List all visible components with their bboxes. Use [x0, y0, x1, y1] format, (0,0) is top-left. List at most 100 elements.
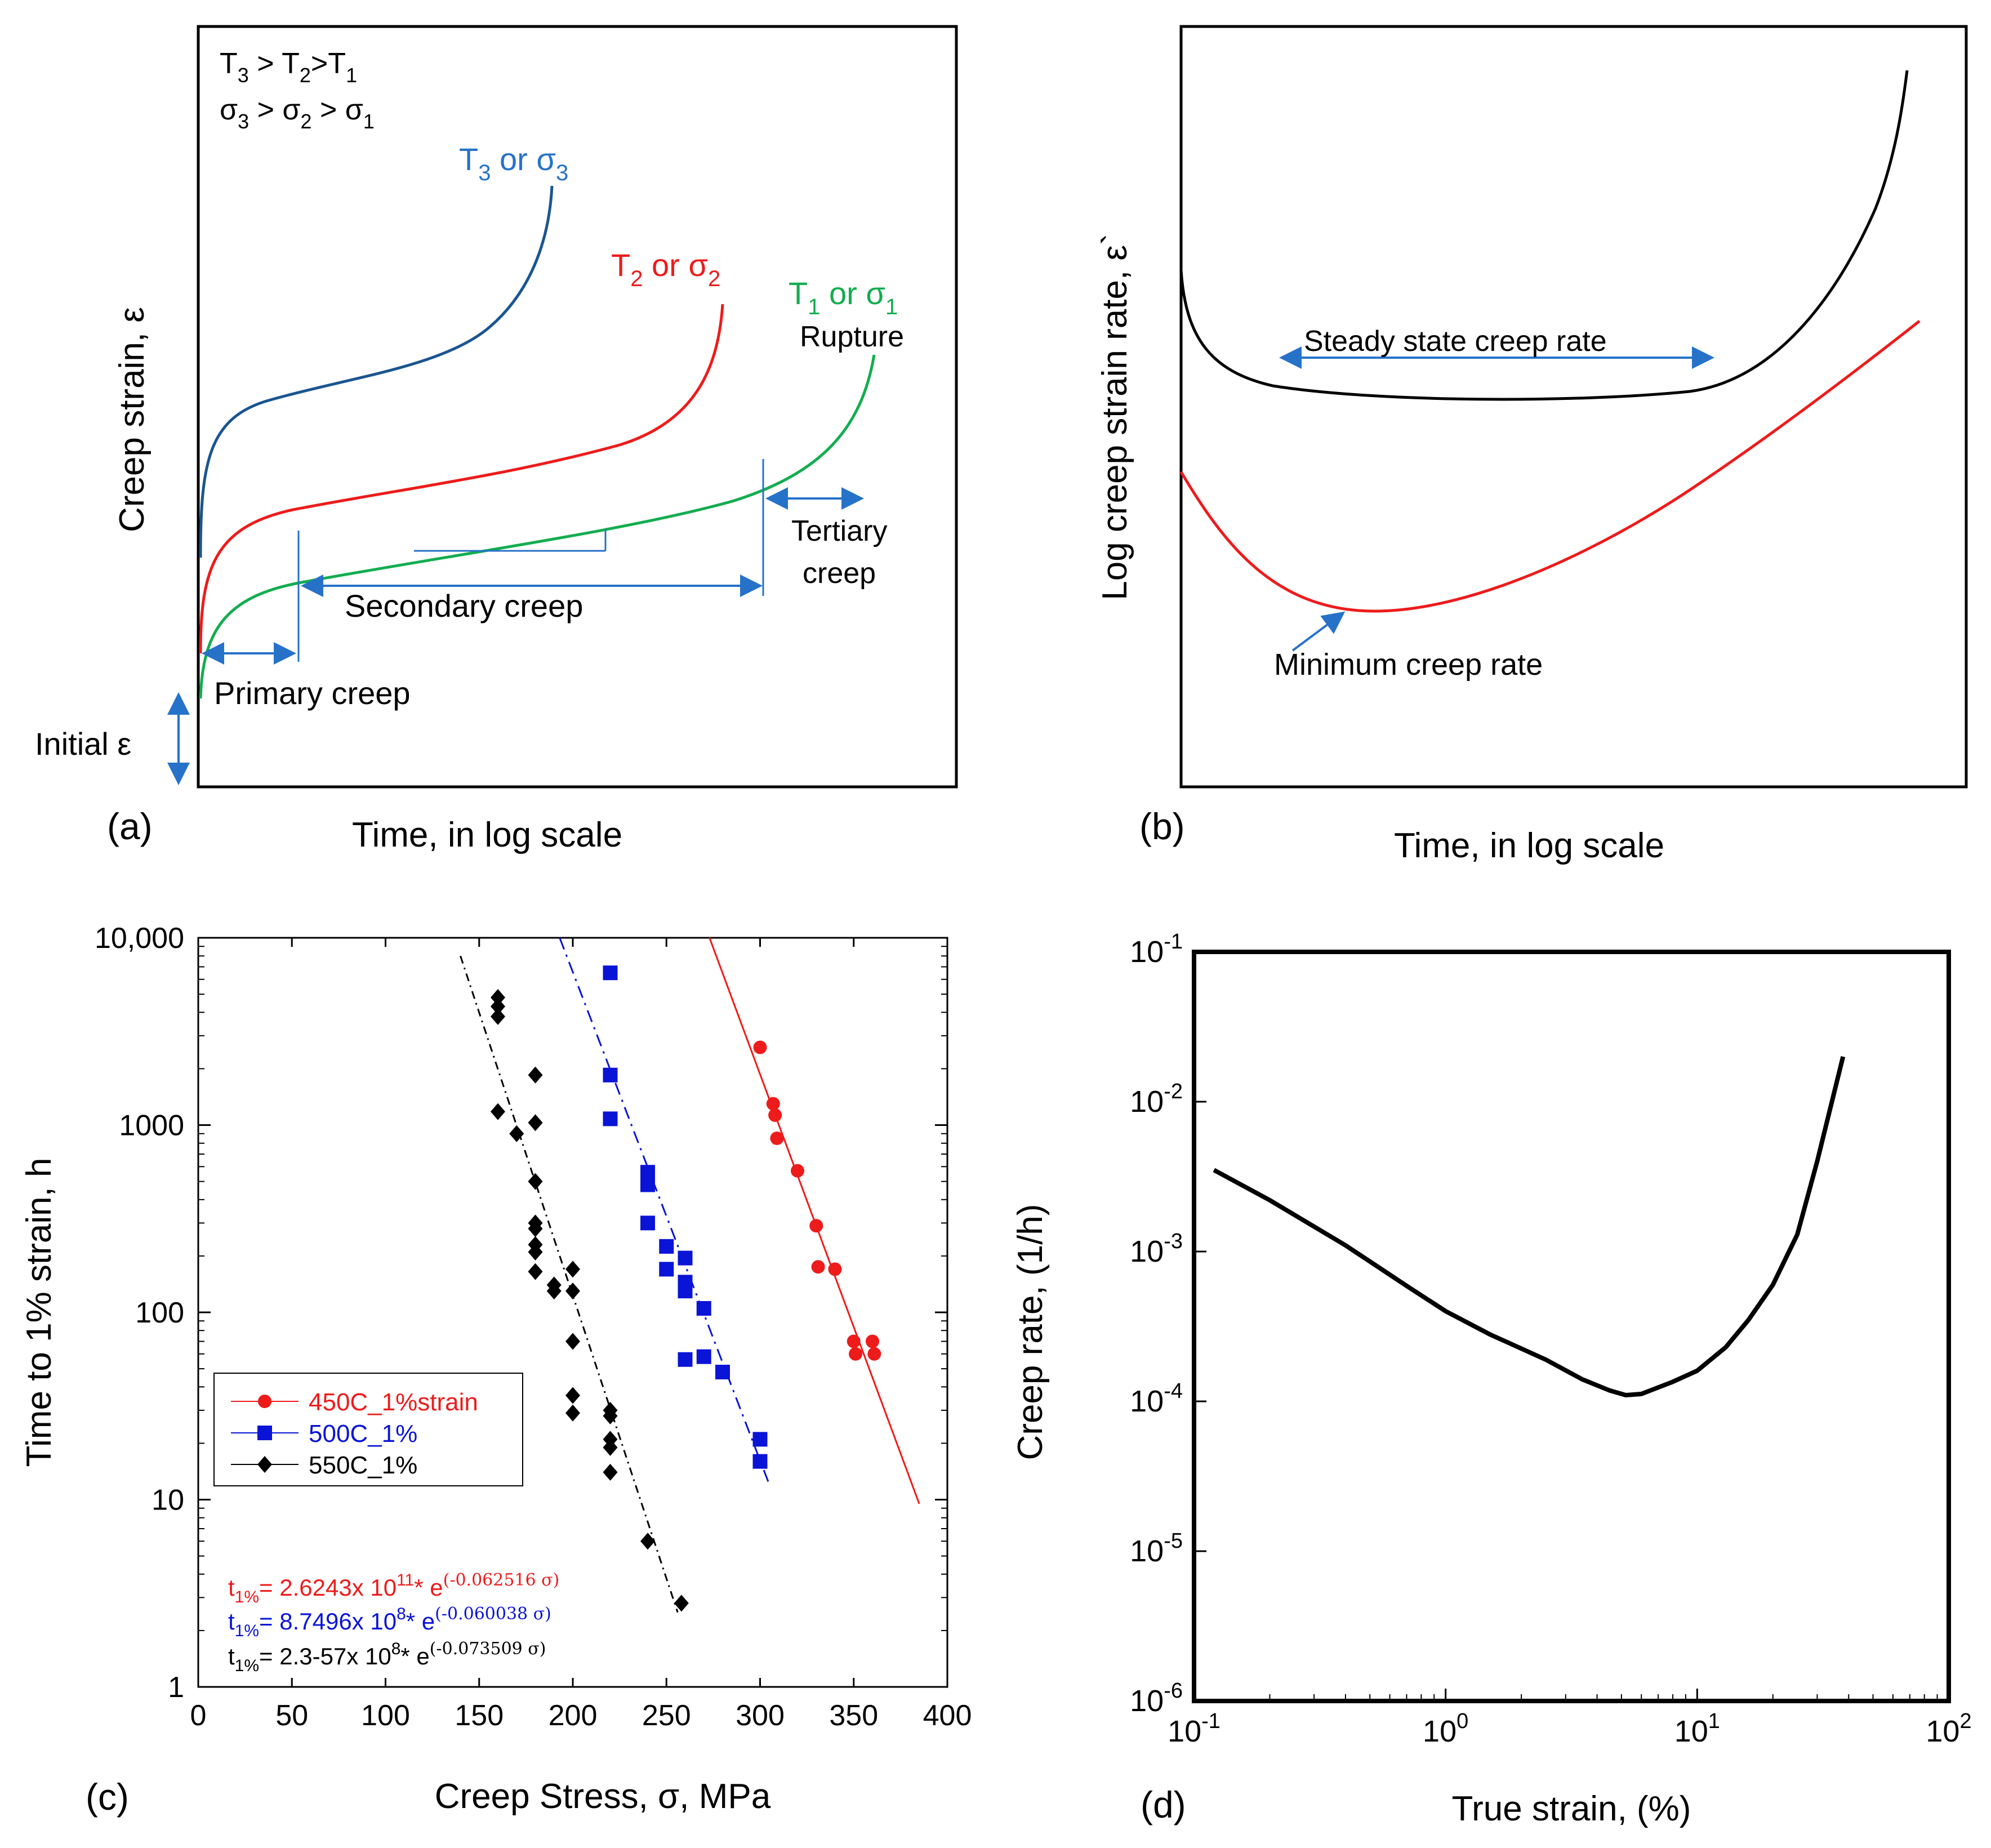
data-point-550C_1%	[528, 1173, 543, 1190]
data-point-550C_1%	[565, 1387, 580, 1404]
tick-exp: -5	[1164, 1529, 1183, 1553]
data-point-500C_1%	[640, 1215, 655, 1231]
tick-base: 10	[1130, 1384, 1164, 1418]
tick-exp: -3	[1164, 1230, 1183, 1253]
minimum-label: Minimum creep rate	[1274, 648, 1543, 682]
data-point-500C_1%	[678, 1284, 693, 1299]
tick-base: 10	[1423, 1715, 1456, 1748]
data-point-500C_1%	[678, 1250, 693, 1266]
primary-label: Primary creep	[214, 675, 411, 711]
panel-d-frame	[1192, 950, 1951, 1703]
tick-exp: -6	[1164, 1679, 1183, 1703]
panel-d-label: (d)	[1141, 1784, 1186, 1825]
panel-c-xtick-label: 350	[829, 1699, 878, 1732]
strain-rate-curve	[1179, 70, 1909, 401]
panel-c-ytick-label: 1000	[119, 1110, 184, 1142]
data-point-550C_1%	[491, 988, 505, 1006]
data-point-450C_1%strain	[847, 1334, 861, 1348]
data-point-550C_1%	[565, 1283, 580, 1300]
panel-c-ticks: 0 50 100 150 200 250 300 350 400 1 10 100 1000 10,000	[95, 922, 972, 1732]
panel-c-xtick-label: 50	[275, 1699, 308, 1732]
curve-t1	[199, 354, 876, 699]
panel-c-xtick-label: 150	[455, 1699, 504, 1732]
data-point-450C_1%strain	[866, 1334, 879, 1348]
tick-base: 10	[1130, 1684, 1164, 1718]
data-point-500C_1%	[659, 1239, 674, 1254]
data-point-450C_1%strain	[867, 1347, 881, 1361]
data-point-550C_1%	[491, 998, 505, 1015]
panel-a: T3 > T2>T1 σ3 > σ2 > σ1 T3 or σ3 T2 or σ…	[35, 25, 958, 854]
rupture-label: Rupture	[800, 320, 904, 353]
data-point-500C_1%	[640, 1177, 655, 1192]
data-point-450C_1%strain	[809, 1219, 823, 1233]
legend-marker-550C_1%	[257, 1456, 272, 1473]
panel-c-ytick-label: 100	[135, 1297, 184, 1329]
data-point-500C_1%	[696, 1301, 711, 1316]
panel-c-xlabel: Creep Stress, σ, MPa	[435, 1777, 771, 1816]
tertiary-label-2: creep	[803, 557, 876, 590]
tick-exp: 2	[1959, 1709, 1971, 1733]
panel-c-legend-items: 450C_1%strain 500C_1% 550C_1%	[231, 1388, 478, 1479]
data-point-550C_1%	[603, 1407, 618, 1424]
panel-b-xlabel: Time, in log scale	[1394, 826, 1664, 865]
legend-marker-500C_1%	[257, 1426, 272, 1440]
data-point-450C_1%strain	[768, 1108, 782, 1122]
legend-label-550C_1%: 550C_1%	[309, 1451, 417, 1479]
legend-label-500C_1%: 500C_1%	[309, 1420, 417, 1448]
panel-c-label: (c)	[86, 1776, 129, 1818]
tick-exp: 1	[1708, 1709, 1720, 1733]
initial-label: Initial ε	[35, 726, 131, 762]
tick-base: 10	[1926, 1715, 1959, 1748]
panel-c-xtick-label: 100	[361, 1699, 410, 1732]
data-point-550C_1%	[491, 1008, 505, 1025]
tick-base: 10	[1130, 1235, 1164, 1268]
data-point-550C_1%	[565, 1333, 580, 1350]
data-point-550C_1%	[491, 1103, 505, 1120]
panel-d-xtick-label: 10-1	[1168, 1709, 1221, 1748]
data-point-550C_1%	[640, 1533, 655, 1550]
equation-550c: t1%= 2.3-57x 108* e(-0.073509 σ)	[228, 1639, 546, 1675]
panel-b-label: (b)	[1139, 805, 1185, 847]
curve-t2	[199, 304, 724, 654]
panel-d-ytick-label: 10-6	[1130, 1679, 1183, 1718]
panel-d-ytick-label: 10-1	[1130, 930, 1183, 969]
data-point-500C_1%	[678, 1352, 693, 1367]
panel-d-ytick-label: 10-3	[1130, 1230, 1183, 1268]
tertiary-label-1: Tertiary	[791, 515, 887, 547]
data-point-450C_1%strain	[811, 1260, 825, 1274]
panel-a-condition-t: T3 > T2>T1	[220, 47, 357, 87]
data-point-450C_1%strain	[753, 1040, 767, 1054]
tick-base: 10	[1130, 935, 1164, 969]
data-point-550C_1%	[603, 1463, 618, 1481]
data-point-450C_1%strain	[770, 1131, 784, 1145]
data-point-500C_1%	[752, 1454, 768, 1469]
steady-label: Steady state creep rate	[1304, 325, 1607, 358]
panel-c-xtick-label: 400	[923, 1699, 972, 1732]
data-point-550C_1%	[528, 1066, 543, 1084]
legend-marker-450C_1%strain	[258, 1395, 271, 1408]
tick-exp: -2	[1164, 1080, 1183, 1103]
tick-base: 10	[1674, 1715, 1708, 1748]
legend-label-450C_1%strain: 450C_1%strain	[309, 1388, 478, 1416]
fit-line-500C_1%	[559, 937, 770, 1485]
min-rate-curve	[1179, 320, 1921, 613]
panel-a-xlabel: Time, in log scale	[352, 816, 622, 854]
panel-c-points	[491, 965, 881, 1612]
panel-a-frame	[197, 25, 958, 789]
equation-500c: t1%= 8.7496x 108* e(-0.060038 σ)	[228, 1604, 551, 1640]
data-point-500C_1%	[659, 1262, 674, 1277]
panel-c-xtick-label: 200	[549, 1699, 598, 1732]
panel-b-frame	[1179, 25, 1968, 789]
data-point-450C_1%strain	[849, 1347, 863, 1361]
data-point-500C_1%	[603, 1111, 618, 1126]
panel-a-ylabel: Creep strain, ε	[113, 307, 152, 532]
panel-d-ytick-label: 10-5	[1130, 1529, 1183, 1568]
data-point-500C_1%	[603, 965, 618, 981]
data-point-450C_1%strain	[828, 1262, 842, 1276]
data-point-550C_1%	[528, 1263, 543, 1280]
panel-c: 0 50 100 150 200 250 300 350 400 1 10 100 1000 10,000…	[20, 922, 972, 1818]
panel-a-label: (a)	[107, 805, 153, 847]
